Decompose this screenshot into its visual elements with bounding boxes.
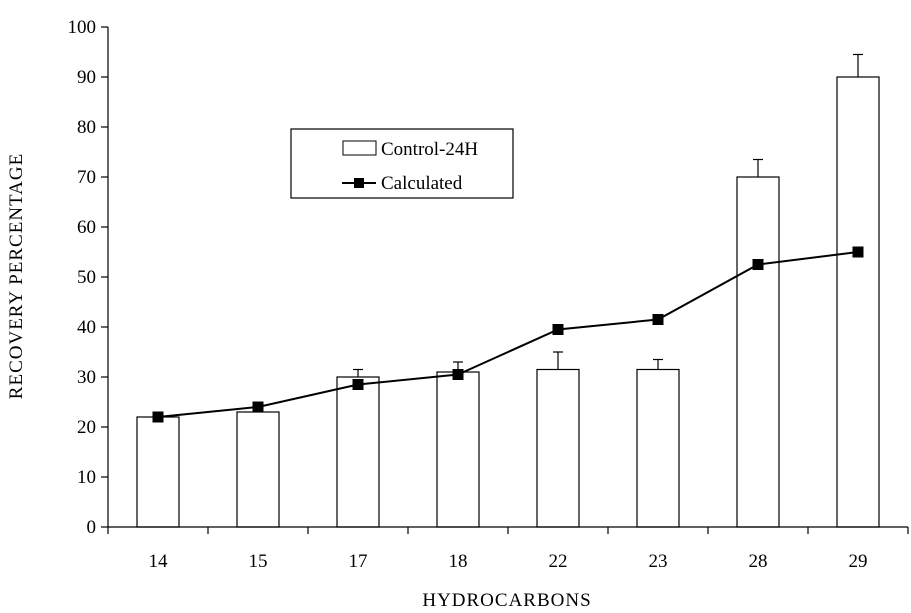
line-point <box>452 369 464 380</box>
x-axis-ticks: 14 15 17 18 22 23 28 29 <box>107 527 909 572</box>
bar <box>836 76 880 528</box>
x-tick-label: 29 <box>849 551 868 572</box>
line-point <box>852 246 864 258</box>
error-bars <box>353 53 863 377</box>
y-axis-ticks: 0 10 20 30 40 50 60 70 80 90 100 <box>68 17 108 538</box>
x-tick-label: 15 <box>249 551 268 572</box>
y-tick-label: 50 <box>77 267 96 288</box>
x-tick-label: 14 <box>149 551 169 572</box>
y-tick-label: 90 <box>77 67 96 88</box>
y-tick-label: 20 <box>77 417 96 438</box>
y-axis-title: RECOVERY PERCENTAGE <box>6 153 27 399</box>
axes <box>107 27 908 528</box>
calculated-line <box>157 251 859 418</box>
legend-label-calculated: Calculated <box>381 173 463 194</box>
y-tick-label: 100 <box>68 17 97 38</box>
line-point <box>252 401 264 413</box>
y-tick-label: 10 <box>77 467 96 488</box>
legend-marker-icon <box>354 178 364 188</box>
line-series <box>152 246 864 423</box>
bar-series <box>136 76 880 528</box>
legend: Control-24H Calculated <box>290 128 514 199</box>
x-tick-label: 28 <box>749 551 768 572</box>
bar <box>636 368 680 528</box>
bar <box>136 416 180 528</box>
line-point <box>552 324 564 335</box>
y-tick-label: 40 <box>77 317 96 338</box>
bar <box>436 371 480 528</box>
x-tick-label: 17 <box>349 551 368 572</box>
y-tick-label: 80 <box>77 117 96 138</box>
y-tick-label: 0 <box>87 517 97 538</box>
x-tick-label: 18 <box>449 551 468 572</box>
bar <box>336 376 380 528</box>
line-point <box>352 379 364 390</box>
legend-label-control: Control-24H <box>381 139 478 160</box>
bar <box>536 368 580 528</box>
y-tick-label: 70 <box>77 167 96 188</box>
bar <box>736 176 780 528</box>
legend-box <box>290 128 514 199</box>
legend-bar-swatch <box>342 140 377 156</box>
line-point <box>152 411 164 423</box>
x-tick-label: 23 <box>649 551 668 572</box>
y-tick-label: 60 <box>77 217 96 238</box>
x-tick-label: 22 <box>549 551 568 572</box>
x-axis-title: HYDROCARBONS <box>422 590 591 611</box>
y-tick-label: 30 <box>77 367 96 388</box>
bar <box>236 411 280 528</box>
line-point <box>652 314 664 325</box>
line-point <box>752 259 764 270</box>
